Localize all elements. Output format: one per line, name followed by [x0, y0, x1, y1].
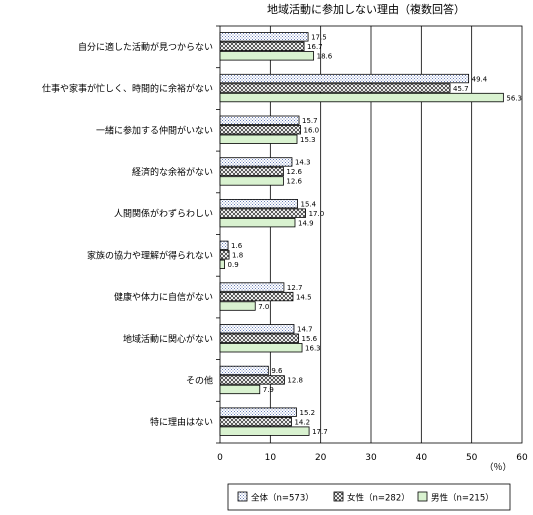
category-label: 健康や体力に自信がない — [114, 291, 213, 303]
x-tick-labels: 0 10 20 30 40 50 60 — [217, 453, 528, 463]
bar — [219, 125, 301, 135]
bar — [219, 208, 306, 218]
legend-label: 女性（n=282） — [347, 493, 410, 504]
data-label: 15.2 — [300, 409, 316, 417]
bar — [219, 217, 296, 228]
data-label: 7.0 — [258, 303, 269, 311]
category-label: 仕事や家事が忙しく、時間的に余裕がない — [42, 83, 213, 95]
data-label: 16.3 — [305, 345, 321, 353]
bar — [219, 92, 504, 103]
data-label: 15.3 — [300, 136, 316, 144]
category-labels: 自分に適した活動が見つからない仕事や家事が忙しく、時間的に余裕がない一緒に参加す… — [42, 41, 213, 428]
data-label: 12.6 — [286, 168, 302, 176]
data-label: 15.4 — [301, 200, 317, 208]
legend-label: 男性（n=215） — [431, 493, 494, 504]
bar — [219, 343, 303, 353]
bars: 17.516.7 18.6 49.445.7 56.3 15.7 16.015.3 14.3… — [219, 32, 522, 436]
data-label: 45.7 — [453, 85, 469, 93]
category-label: 自分に適した活動が見つからない — [78, 41, 213, 53]
category-label: その他 — [186, 374, 213, 386]
bar — [219, 157, 293, 167]
bar — [219, 282, 285, 292]
bar — [219, 250, 230, 260]
unit-label: （％） — [484, 462, 511, 473]
bar — [219, 166, 284, 177]
data-label: 9.6 — [271, 367, 283, 375]
category-label: 家族の協力や理解が得られない — [87, 249, 213, 261]
x-tick-label: 60 — [516, 453, 528, 463]
data-label: 14.2 — [294, 418, 310, 426]
data-label: 14.3 — [295, 159, 311, 167]
data-label: 17.5 — [311, 34, 327, 42]
category-label: 経済的な余裕がない — [132, 166, 213, 178]
data-label: 1.8 — [232, 252, 243, 260]
bar — [219, 259, 225, 270]
data-label: 15.6 — [302, 335, 318, 343]
legend: 全体（n=573） 女性（n=282） 男性（n=215） — [227, 483, 511, 511]
data-label: 12.7 — [287, 284, 303, 292]
data-label: 14.5 — [296, 293, 312, 301]
data-label: 14.9 — [298, 219, 314, 227]
legend-swatch — [237, 491, 248, 502]
data-label: 49.4 — [472, 75, 488, 83]
bar — [219, 407, 297, 417]
data-label: 12.8 — [287, 377, 303, 385]
legend-swatch — [333, 491, 344, 502]
bar — [219, 375, 285, 385]
data-label: 56.3 — [506, 94, 522, 102]
x-tick-label: 30 — [365, 453, 377, 463]
x-tick-label: 50 — [466, 453, 478, 463]
category-label: 特に理由はない — [150, 416, 213, 428]
bar — [219, 384, 261, 395]
bar — [219, 416, 292, 427]
bar — [219, 32, 309, 42]
legend-swatch — [417, 491, 428, 502]
bar — [219, 83, 451, 93]
bar — [219, 426, 310, 436]
data-label: 7.9 — [263, 386, 274, 394]
bar — [219, 73, 470, 84]
bar — [219, 134, 298, 144]
data-label: 0.9 — [228, 261, 239, 269]
data-label: 16.0 — [304, 127, 320, 135]
chart-title: 地域活動に参加しない理由（複数回答） — [267, 2, 465, 16]
bar — [219, 291, 294, 302]
x-tick-label: 10 — [265, 453, 277, 463]
x-tick-label: 40 — [416, 453, 428, 463]
category-label: 人間関係がわずらわしい — [114, 208, 213, 220]
data-label: 17.0 — [309, 210, 325, 218]
legend-label: 全体（n=573） — [251, 493, 314, 504]
data-label: 14.7 — [297, 326, 313, 334]
bar — [219, 324, 295, 334]
data-label: 15.7 — [302, 117, 318, 125]
bar — [219, 365, 269, 376]
bar — [219, 301, 256, 311]
data-label: 1.6 — [231, 242, 243, 250]
data-label: 18.6 — [317, 53, 333, 61]
bar — [219, 240, 229, 251]
bar — [219, 51, 315, 61]
bar — [219, 333, 299, 343]
bar — [219, 115, 300, 125]
x-tick-label: 20 — [315, 453, 327, 463]
x-tick-label: 0 — [217, 453, 223, 463]
category-label: 一緒に参加する仲間がいない — [96, 124, 213, 136]
category-label: 地域活動に関心がない — [123, 333, 213, 345]
data-label: 12.6 — [286, 178, 302, 186]
data-label: 16.7 — [307, 43, 323, 51]
bar — [219, 41, 305, 51]
bar — [219, 176, 284, 186]
legend-box — [227, 483, 511, 511]
bar — [219, 198, 298, 209]
data-label: 17.7 — [312, 428, 328, 436]
